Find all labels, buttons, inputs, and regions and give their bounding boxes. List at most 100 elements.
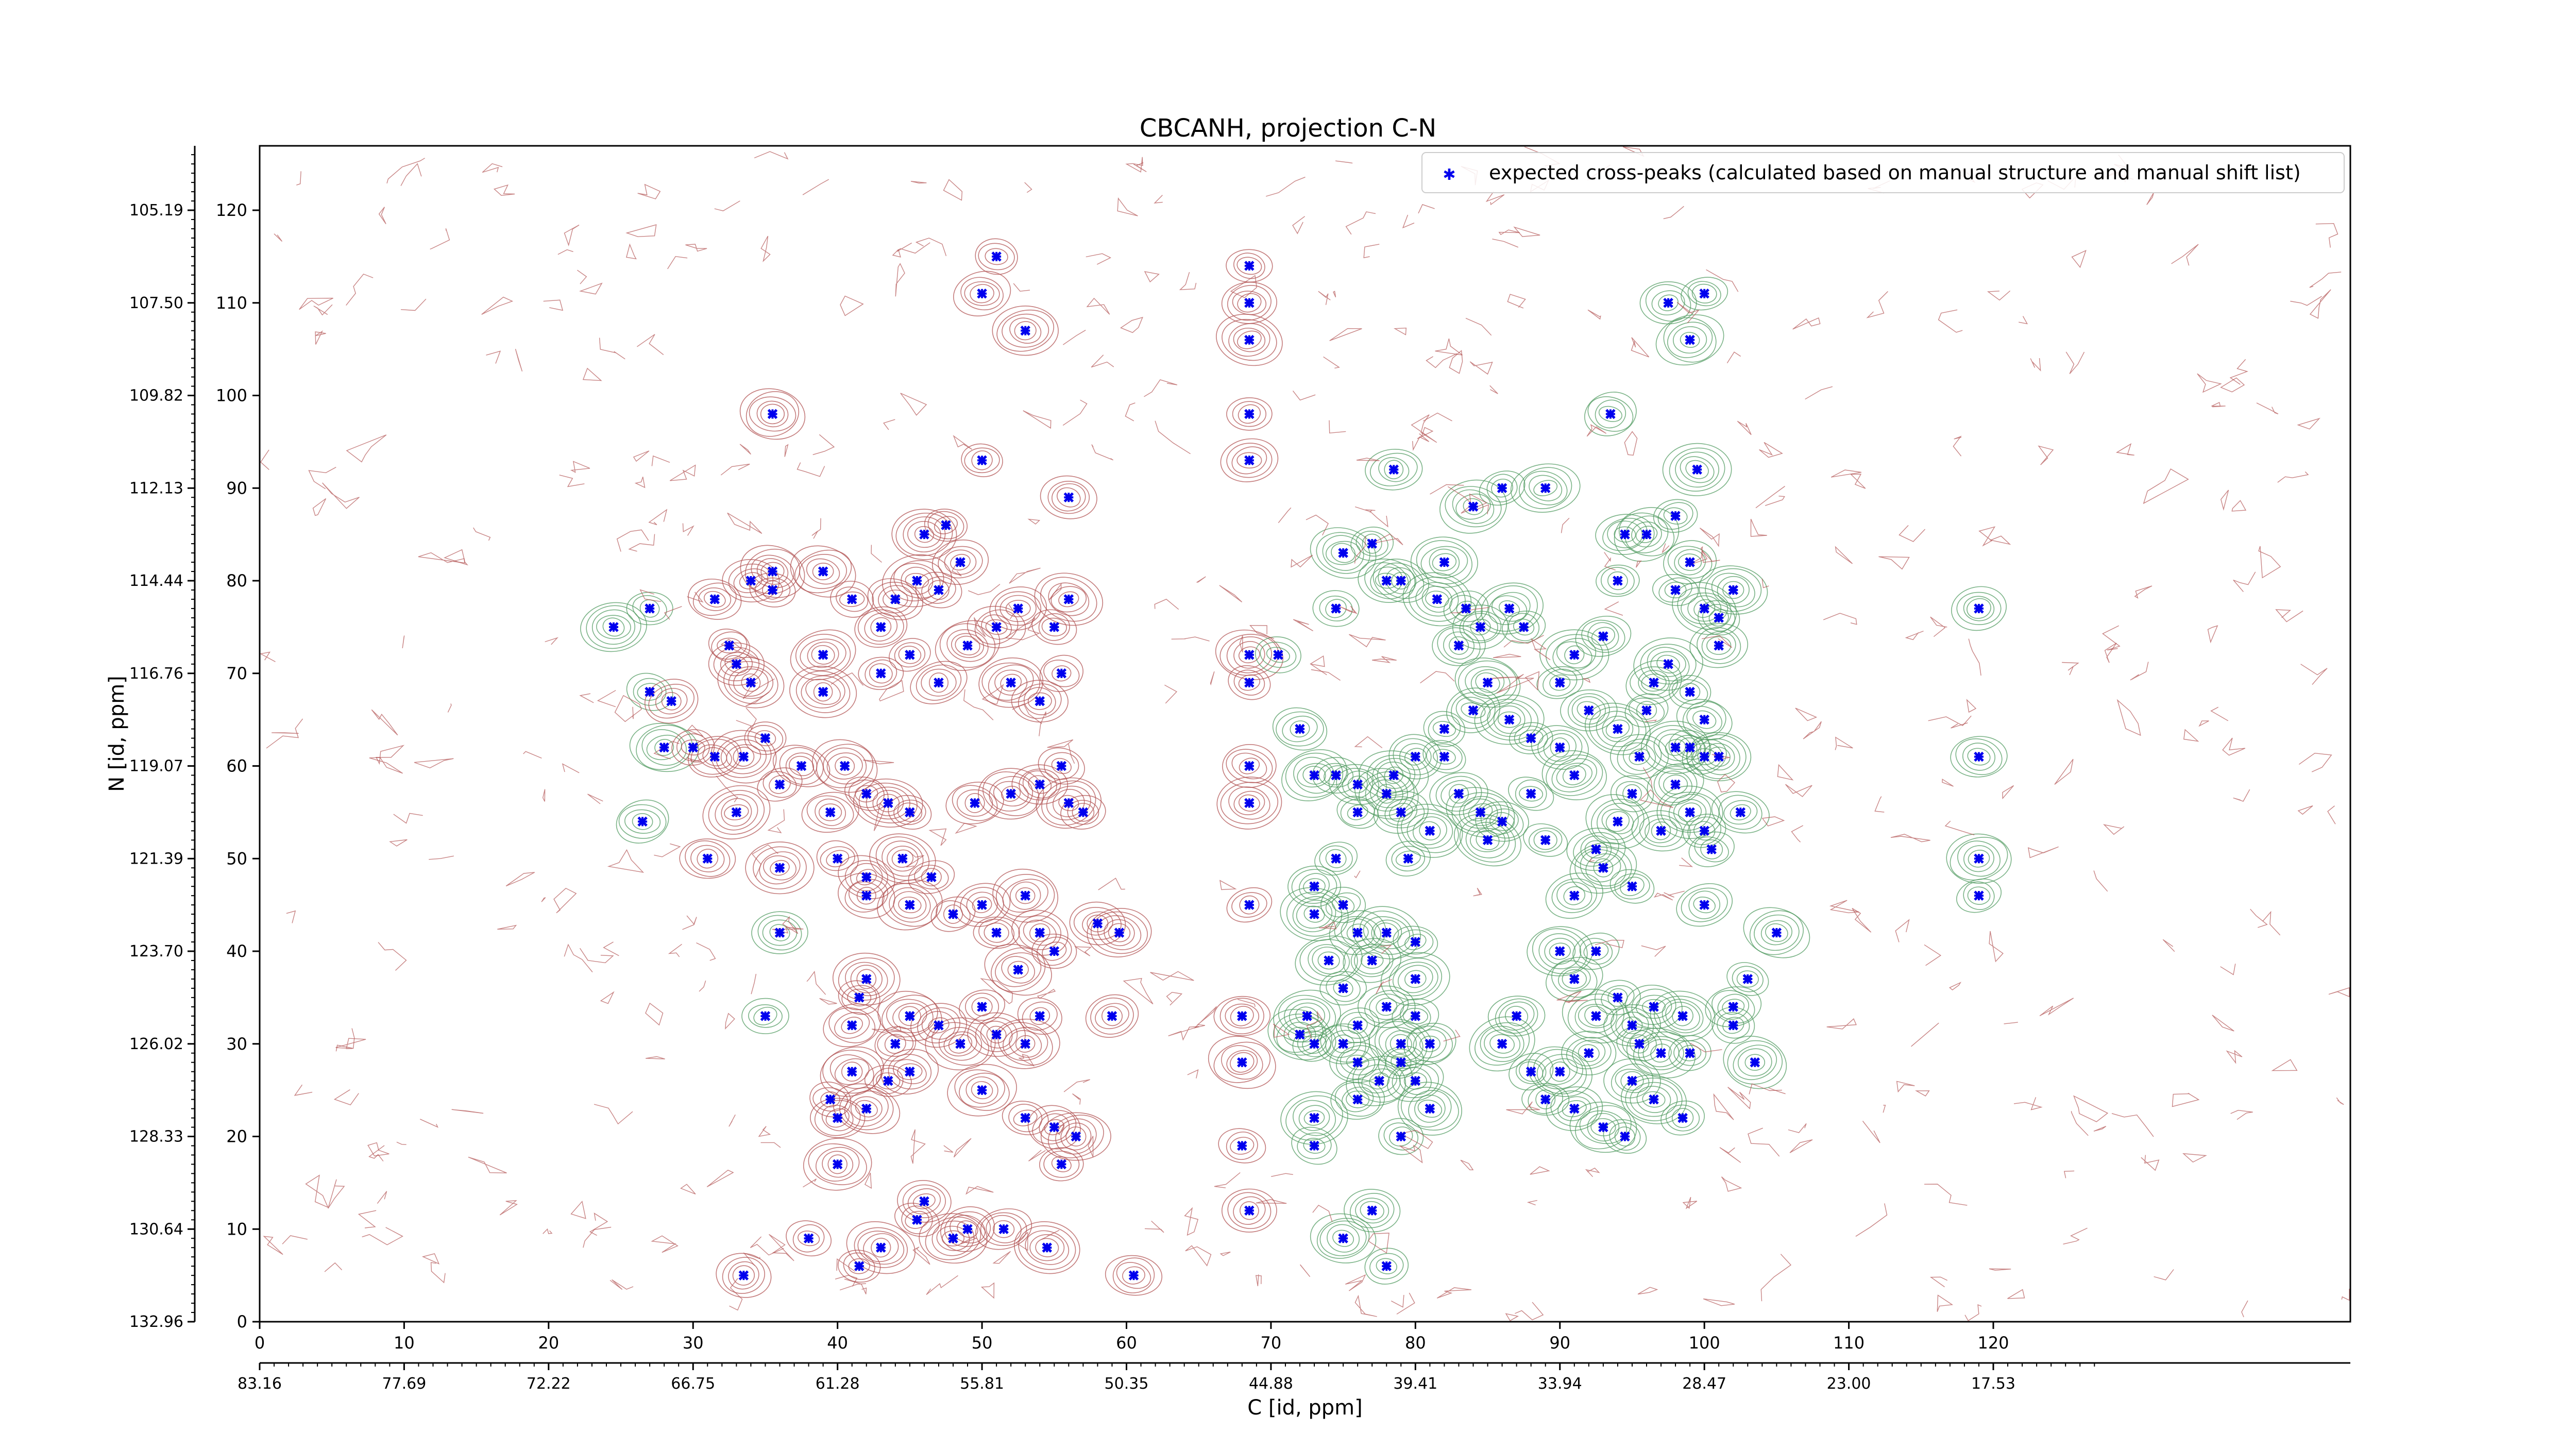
- cross-peak-point: [1302, 1011, 1312, 1021]
- noise-contour: [553, 887, 577, 914]
- contour-ring: [1631, 521, 1662, 548]
- contour-ring: [822, 1151, 854, 1178]
- cross-peak-point: [1352, 807, 1363, 818]
- cross-peak-point: [774, 928, 785, 938]
- cross-peak-point: [702, 853, 713, 864]
- x-tick-label: 60: [1116, 1333, 1137, 1353]
- contour-ring: [1292, 1026, 1336, 1062]
- contour-ring: [877, 1031, 914, 1057]
- x-tick-label: 80: [1405, 1333, 1426, 1353]
- contour-ring: [894, 642, 926, 668]
- cross-peak-point: [1367, 538, 1377, 549]
- contour-ring: [646, 734, 682, 761]
- noise-contour: [992, 1251, 1011, 1264]
- contour-ring: [806, 558, 840, 585]
- cross-peak-point: [1244, 1205, 1255, 1216]
- cross-peak-point: [1468, 705, 1479, 716]
- contour-ring: [883, 589, 908, 609]
- cross-peak-point: [666, 696, 676, 706]
- noise-contour: [910, 181, 927, 184]
- contour-ring: [988, 664, 1034, 701]
- cross-peak-point: [854, 992, 865, 1003]
- contour-ring: [1657, 502, 1693, 530]
- contour-ring: [1067, 800, 1099, 825]
- cross-peak-point: [1244, 261, 1255, 271]
- contour-ring: [813, 682, 833, 702]
- contour-ring: [1391, 846, 1426, 872]
- contour-ring: [971, 1081, 993, 1100]
- contour-ring: [1697, 738, 1740, 776]
- contour-ring: [1272, 707, 1328, 751]
- contour-ring: [1281, 749, 1347, 802]
- noise-contour: [1862, 1120, 1880, 1143]
- contour-ring: [869, 663, 893, 684]
- x-ppm-tick-label: 50.35: [1105, 1375, 1149, 1393]
- contour-ring: [826, 752, 863, 780]
- cross-peak-point: [1410, 1075, 1421, 1086]
- noise-contour: [313, 304, 333, 316]
- contour-ring: [1673, 1040, 1706, 1066]
- cross-peak-point: [912, 576, 922, 586]
- cross-peak-point: [1425, 825, 1435, 836]
- noise-contour: [872, 1025, 902, 1034]
- noise-contour: [2154, 1269, 2174, 1280]
- noise-contour: [980, 1282, 995, 1299]
- contour-ring: [1946, 833, 2012, 884]
- contour-ring: [1085, 994, 1139, 1038]
- contour-ring: [1621, 1016, 1643, 1034]
- x-tick-label: 0: [255, 1333, 265, 1353]
- contour-ring: [1561, 1031, 1617, 1075]
- contour-ring: [1625, 984, 1683, 1029]
- contour-ring: [992, 1220, 1015, 1238]
- contour-ring: [971, 997, 993, 1017]
- noise-contour: [305, 1174, 329, 1208]
- contour-ring: [1367, 754, 1421, 796]
- noise-contour: [1631, 337, 1650, 358]
- cross-peak-point: [818, 650, 828, 660]
- noise-contour: [928, 828, 947, 846]
- contour-ring: [1238, 646, 1260, 664]
- contour-ring: [1013, 1109, 1038, 1126]
- cross-peak-point: [1685, 334, 1695, 345]
- contour-ring: [1598, 406, 1622, 422]
- contour-ring: [1760, 920, 1792, 946]
- noise-contour: [2226, 1050, 2243, 1064]
- cross-peak-point: [1974, 603, 1984, 614]
- noise-contour: [583, 1226, 612, 1248]
- cross-peak-point: [1750, 1057, 1760, 1068]
- cross-peak-point: [1035, 1011, 1045, 1021]
- contour-ring: [893, 1059, 927, 1084]
- noise-contour: [2262, 911, 2281, 936]
- cross-peak-point: [1381, 928, 1392, 938]
- noise-contour: [1168, 1026, 1199, 1041]
- noise-contour: [1760, 1254, 1792, 1302]
- contour-ring: [1051, 1156, 1072, 1172]
- cross-peak-point: [991, 251, 1002, 262]
- contour-ring: [1316, 1218, 1370, 1259]
- noise-contour: [1785, 784, 1812, 797]
- contour-ring: [1682, 701, 1726, 738]
- cross-peak-point: [1071, 1131, 1081, 1142]
- contour-ring: [1426, 743, 1463, 770]
- contour-ring: [1222, 318, 1277, 361]
- contour-ring: [1596, 711, 1639, 747]
- contour-ring: [1385, 840, 1431, 877]
- noise-contour: [607, 849, 645, 873]
- contour-ring: [857, 1231, 905, 1265]
- noise-contour: [1391, 1294, 1404, 1308]
- cross-peak-point: [1338, 1038, 1348, 1049]
- contour-ring: [1293, 1100, 1336, 1136]
- noise-contour: [836, 1258, 855, 1272]
- noise-contour: [900, 393, 927, 416]
- contour-ring: [723, 661, 778, 704]
- cross-peak-point: [1338, 900, 1348, 910]
- noise-contour: [1513, 226, 1540, 237]
- cross-peak-point: [1035, 779, 1045, 790]
- noise-contour: [873, 802, 885, 831]
- cross-peak-point: [890, 1038, 901, 1049]
- contour-ring: [690, 845, 725, 872]
- cross-peak-point: [1381, 576, 1392, 586]
- cross-peak-point: [1063, 492, 1074, 502]
- contour-ring: [820, 1091, 840, 1108]
- noise-contour: [286, 910, 296, 923]
